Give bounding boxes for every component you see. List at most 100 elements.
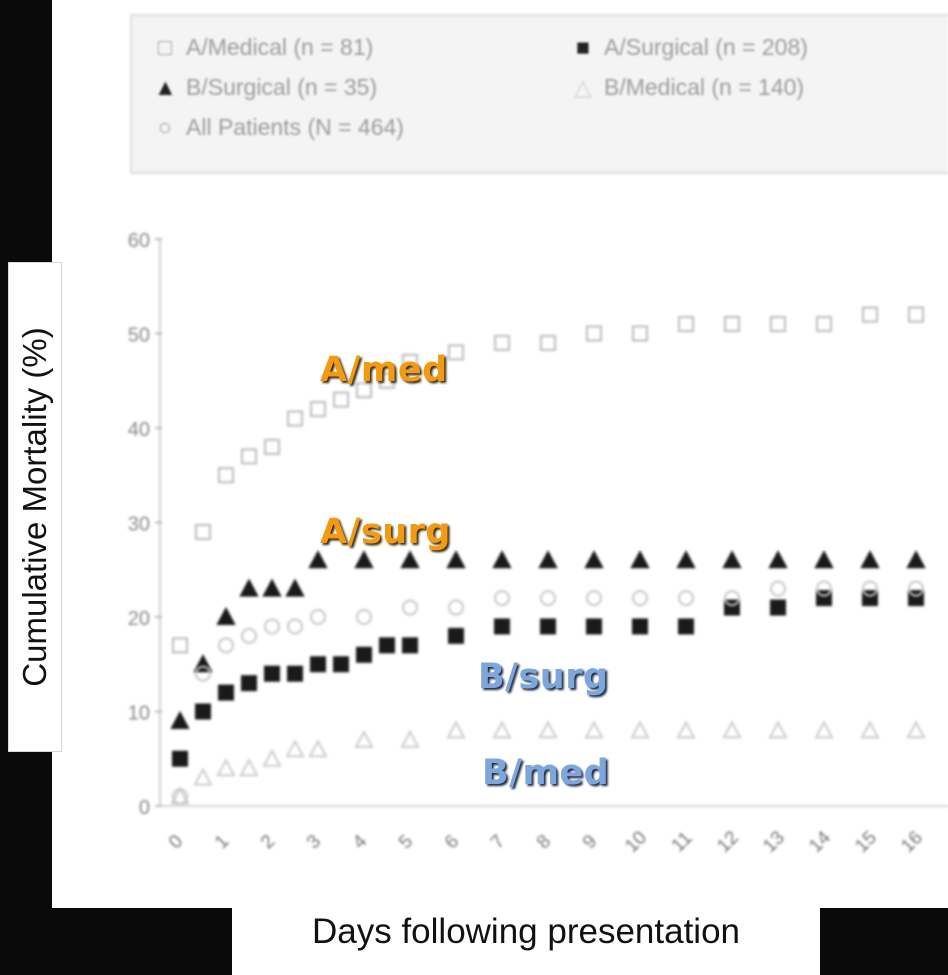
x-tick-label: 7 — [487, 831, 509, 853]
data-point — [768, 550, 788, 569]
data-point — [287, 410, 303, 427]
filled-square-icon: ■ — [576, 34, 590, 60]
data-point — [356, 382, 372, 399]
data-point — [814, 550, 834, 569]
x-tick-label: 15 — [851, 827, 881, 857]
y-tick-label: 40 — [128, 419, 150, 441]
data-point — [287, 665, 303, 682]
data-point — [632, 618, 648, 635]
annotation-b-surg: B/surg — [478, 657, 609, 697]
data-point — [678, 618, 694, 635]
legend-entry-a-surgical: ■ A/Surgical (n = 208) — [572, 34, 808, 61]
x-tick-label: 6 — [441, 831, 463, 853]
x-tick-label: 12 — [713, 827, 743, 857]
legend-entry-b-surgical: ▲ B/Surgical (n = 35) — [154, 74, 378, 100]
x-tick-label: 3 — [303, 831, 325, 853]
filled-triangle-icon: ▲ — [154, 74, 177, 100]
data-point — [264, 665, 280, 682]
legend-entry-a-medical: □ A/Medical (n = 81) — [154, 34, 373, 61]
data-point — [308, 550, 328, 569]
y-axis-label-box: Cumulative Mortality (%) — [8, 262, 62, 752]
data-point — [538, 720, 558, 739]
data-point — [446, 720, 466, 739]
data-point — [287, 618, 303, 635]
data-point — [218, 684, 234, 701]
data-point — [906, 720, 926, 739]
y-tick-label: 20 — [128, 608, 150, 630]
open-circle-icon: ○ — [158, 114, 172, 140]
data-point — [356, 646, 372, 663]
data-point — [586, 325, 602, 342]
data-point — [906, 550, 926, 569]
data-point — [862, 580, 878, 597]
x-tick-label: 5 — [395, 831, 417, 853]
data-point — [402, 637, 418, 654]
data-point — [308, 739, 328, 758]
data-point — [402, 599, 418, 616]
data-point — [241, 675, 257, 692]
data-point — [448, 344, 464, 361]
data-point — [310, 609, 326, 625]
x-tick-label: 9 — [579, 831, 601, 853]
data-point — [770, 316, 786, 333]
data-point — [285, 739, 305, 758]
data-point — [860, 550, 880, 569]
x-tick-label: 2 — [257, 831, 279, 853]
data-point — [494, 590, 510, 607]
data-point — [310, 401, 326, 418]
data-point — [356, 609, 372, 625]
data-point — [170, 710, 190, 729]
data-point — [446, 550, 466, 569]
data-point — [586, 590, 602, 607]
data-point — [908, 580, 924, 597]
x-tick-label: 4 — [349, 831, 372, 854]
data-point — [241, 627, 257, 644]
x-tick-label: 14 — [805, 827, 835, 857]
data-point — [586, 618, 602, 635]
data-point — [908, 306, 924, 323]
data-point — [216, 758, 236, 777]
data-point — [172, 750, 188, 767]
y-tick-label: 60 — [128, 230, 150, 252]
data-point — [264, 438, 280, 455]
data-point — [262, 748, 282, 767]
data-point — [814, 720, 834, 739]
data-point — [354, 550, 374, 569]
data-point — [722, 550, 742, 569]
y-tick-label: 10 — [128, 703, 150, 725]
data-point — [494, 334, 510, 351]
y-axis-label: Cumulative Mortality (%) — [16, 327, 53, 687]
data-point — [770, 599, 786, 616]
data-point — [285, 578, 305, 597]
x-tick-label: 8 — [533, 831, 555, 853]
data-point — [262, 578, 282, 597]
x-axis-label-box: Days following presentation — [232, 908, 820, 975]
data-point — [310, 656, 326, 673]
data-point — [241, 448, 257, 465]
data-point — [860, 720, 880, 739]
data-point — [630, 720, 650, 739]
data-point — [722, 720, 742, 739]
data-point — [816, 580, 832, 597]
y-tick-label: 50 — [128, 325, 150, 347]
data-point — [538, 550, 558, 569]
data-point — [216, 606, 236, 625]
data-point — [678, 590, 694, 607]
data-point — [172, 788, 188, 805]
data-point — [264, 618, 280, 635]
data-point — [402, 353, 418, 370]
data-point — [676, 720, 696, 739]
x-tick-label: 10 — [621, 827, 651, 857]
open-triangle-icon: △ — [574, 74, 592, 100]
data-point — [218, 467, 234, 484]
data-point — [540, 334, 556, 351]
data-point — [678, 316, 694, 333]
data-point — [379, 372, 395, 389]
x-tick-label: 0 — [165, 831, 187, 853]
x-tick-label: 1 — [211, 831, 233, 853]
x-tick-label: 13 — [759, 827, 789, 857]
annotation-b-med: B/med — [482, 753, 610, 793]
data-point — [770, 580, 786, 597]
legend-entry-b-medical: △ B/Medical (n = 140) — [572, 74, 804, 101]
